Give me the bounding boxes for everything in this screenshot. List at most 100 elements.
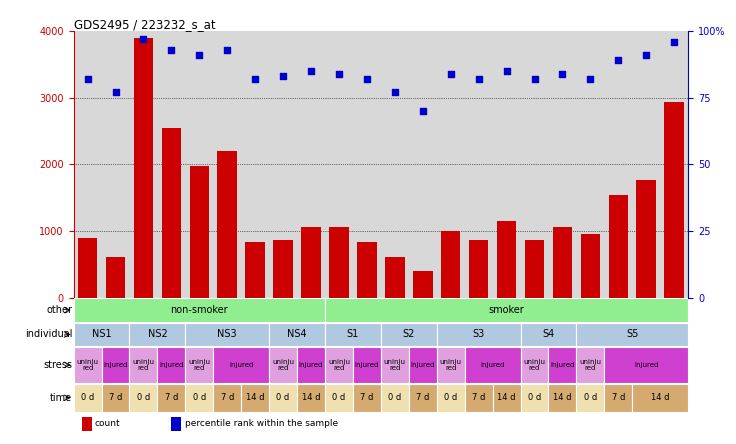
Text: GDS2495 / 223232_s_at: GDS2495 / 223232_s_at xyxy=(74,18,215,31)
Bar xyxy=(441,231,461,298)
Text: S5: S5 xyxy=(626,329,638,340)
Text: 14 d: 14 d xyxy=(246,393,264,402)
Bar xyxy=(269,323,325,346)
Point xyxy=(445,70,456,77)
Text: 7 d: 7 d xyxy=(221,393,234,402)
Text: NS4: NS4 xyxy=(287,329,307,340)
Text: 14 d: 14 d xyxy=(553,393,572,402)
Text: 0 d: 0 d xyxy=(333,393,346,402)
Point xyxy=(222,46,233,53)
Bar xyxy=(269,347,297,383)
Bar xyxy=(469,240,489,298)
Bar xyxy=(385,257,405,298)
Bar xyxy=(553,227,572,298)
Text: 7 d: 7 d xyxy=(612,393,625,402)
Bar xyxy=(665,102,684,298)
Point xyxy=(194,52,205,59)
Bar xyxy=(329,227,349,298)
Text: 0 d: 0 d xyxy=(81,393,94,402)
Bar xyxy=(525,240,545,298)
Bar xyxy=(381,323,436,346)
Text: NS1: NS1 xyxy=(92,329,111,340)
Text: percentile rank within the sample: percentile rank within the sample xyxy=(185,419,339,428)
Text: count: count xyxy=(94,419,120,428)
Text: 14 d: 14 d xyxy=(651,393,670,402)
Text: 0 d: 0 d xyxy=(528,393,541,402)
Bar xyxy=(576,384,604,412)
Text: 7 d: 7 d xyxy=(360,393,374,402)
Point xyxy=(500,67,512,75)
Point xyxy=(166,46,177,53)
Bar xyxy=(413,271,433,298)
Bar xyxy=(436,347,464,383)
Bar xyxy=(604,384,632,412)
Text: individual: individual xyxy=(25,329,72,340)
Text: smoker: smoker xyxy=(489,305,525,315)
Bar xyxy=(162,128,181,298)
Text: time: time xyxy=(50,393,72,403)
Bar xyxy=(217,151,237,298)
Bar xyxy=(74,298,325,322)
Bar xyxy=(353,347,381,383)
Bar xyxy=(185,384,213,412)
Text: injured: injured xyxy=(355,362,379,368)
Text: 7 d: 7 d xyxy=(109,393,122,402)
Point xyxy=(417,107,428,115)
Point xyxy=(82,75,93,83)
Text: injured: injured xyxy=(299,362,323,368)
Text: S1: S1 xyxy=(347,329,359,340)
Text: uninju
red: uninju red xyxy=(272,359,294,371)
Text: uninju
red: uninju red xyxy=(439,359,461,371)
Bar xyxy=(632,384,688,412)
Bar xyxy=(158,384,185,412)
Text: 0 d: 0 d xyxy=(388,393,401,402)
Bar xyxy=(492,384,520,412)
Text: 0 d: 0 d xyxy=(584,393,597,402)
Bar xyxy=(520,384,548,412)
Text: 7 d: 7 d xyxy=(416,393,430,402)
Bar xyxy=(464,347,520,383)
Bar xyxy=(297,384,325,412)
Bar xyxy=(497,221,517,298)
Point xyxy=(473,75,484,83)
Point xyxy=(640,52,652,59)
Point xyxy=(528,75,540,83)
Bar xyxy=(297,347,325,383)
Point xyxy=(250,75,261,83)
Point xyxy=(110,89,121,96)
Bar xyxy=(381,347,408,383)
Bar xyxy=(82,417,92,431)
Bar xyxy=(576,347,604,383)
Bar xyxy=(325,323,381,346)
Point xyxy=(305,67,317,75)
Text: uninju
red: uninju red xyxy=(523,359,545,371)
Text: S2: S2 xyxy=(403,329,415,340)
Text: injured: injured xyxy=(411,362,435,368)
Bar xyxy=(74,347,102,383)
Text: NS2: NS2 xyxy=(147,329,167,340)
Text: non-smoker: non-smoker xyxy=(171,305,228,315)
Bar xyxy=(520,323,576,346)
Text: 14 d: 14 d xyxy=(498,393,516,402)
Bar xyxy=(381,384,408,412)
Text: uninju
red: uninju red xyxy=(384,359,406,371)
Bar xyxy=(158,347,185,383)
Text: 0 d: 0 d xyxy=(277,393,290,402)
Bar xyxy=(185,347,213,383)
Text: stress: stress xyxy=(43,360,72,370)
Text: injured: injured xyxy=(229,362,253,368)
Bar xyxy=(637,180,656,298)
Bar xyxy=(576,323,688,346)
Point xyxy=(138,36,149,43)
Text: uninju
red: uninju red xyxy=(132,359,155,371)
Bar xyxy=(213,384,241,412)
Bar xyxy=(325,298,688,322)
Bar xyxy=(106,257,125,298)
Point xyxy=(361,75,373,83)
Bar xyxy=(609,195,628,298)
Text: injured: injured xyxy=(103,362,127,368)
Text: uninju
red: uninju red xyxy=(77,359,99,371)
Text: 0 d: 0 d xyxy=(137,393,150,402)
Bar xyxy=(436,323,520,346)
Text: injured: injured xyxy=(634,362,659,368)
